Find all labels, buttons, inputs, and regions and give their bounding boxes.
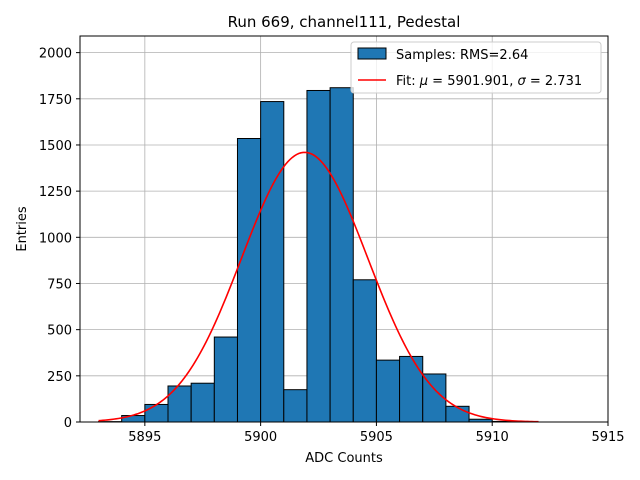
legend-fit-sigma-symbol: σ [518, 74, 527, 89]
y-tick-label: 500 [47, 324, 72, 339]
legend-fit-sigma-value: = 2.731 [526, 74, 582, 89]
histogram-bar [352, 279, 377, 423]
legend-fit-mu-symbol: μ [419, 74, 428, 89]
histogram-bar [236, 138, 262, 423]
legend-box [350, 41, 602, 94]
y-tick-label: 2000 [39, 47, 72, 62]
histogram-bar [399, 355, 424, 423]
x-tick-label: 5905 [360, 430, 393, 445]
histogram-bar [190, 382, 215, 423]
y-tick-label: 250 [47, 370, 72, 385]
y-tick-label: 0 [64, 416, 72, 431]
y-tick-label: 1250 [39, 185, 72, 200]
histogram-bar [167, 385, 192, 423]
histogram-bars [98, 87, 516, 423]
y-tick-label: 750 [47, 277, 72, 292]
plot-frame [79, 35, 609, 423]
x-tick-label: 5915 [591, 430, 624, 445]
fit-curve-line [98, 151, 539, 423]
legend: Samples: RMS=2.64 Fit: μ = 5901.901, σ =… [350, 41, 602, 94]
y-axis-ticks: 0 250 500 750 1000 1250 1500 1750 2000 [39, 47, 80, 431]
histogram-bar [445, 405, 470, 423]
x-tick-label: 5910 [476, 430, 509, 445]
histogram-bar [283, 389, 308, 423]
legend-label-samples: Samples: RMS=2.64 [396, 48, 528, 63]
histogram-bar [306, 89, 331, 423]
y-axis-title: Entries [15, 206, 30, 252]
histogram-bar [213, 336, 238, 423]
x-tick-label: 5900 [244, 430, 277, 445]
legend-label-fit: Fit: μ = 5901.901, σ = 2.731 [396, 74, 582, 89]
fit-curve [98, 151, 539, 423]
x-axis-ticks: 5895 5900 5905 5910 5915 [128, 422, 625, 445]
legend-fit-prefix: Fit: [396, 74, 420, 89]
histogram-bar [260, 101, 285, 423]
x-tick-label: 5895 [128, 430, 161, 445]
y-tick-label: 1750 [39, 93, 72, 108]
x-axis-title: ADC Counts [305, 451, 383, 466]
y-tick-label: 1000 [39, 231, 72, 246]
legend-fit-mu-value: = 5901.901, [428, 74, 517, 89]
chart-title: Run 669, channel111, Pedestal [228, 13, 461, 31]
histogram-bar [422, 373, 447, 423]
y-tick-label: 1500 [39, 139, 72, 154]
histogram-bar [375, 359, 401, 423]
histogram-bar [144, 403, 169, 423]
legend-patch-samples [357, 47, 387, 60]
histogram-bar [329, 87, 354, 423]
